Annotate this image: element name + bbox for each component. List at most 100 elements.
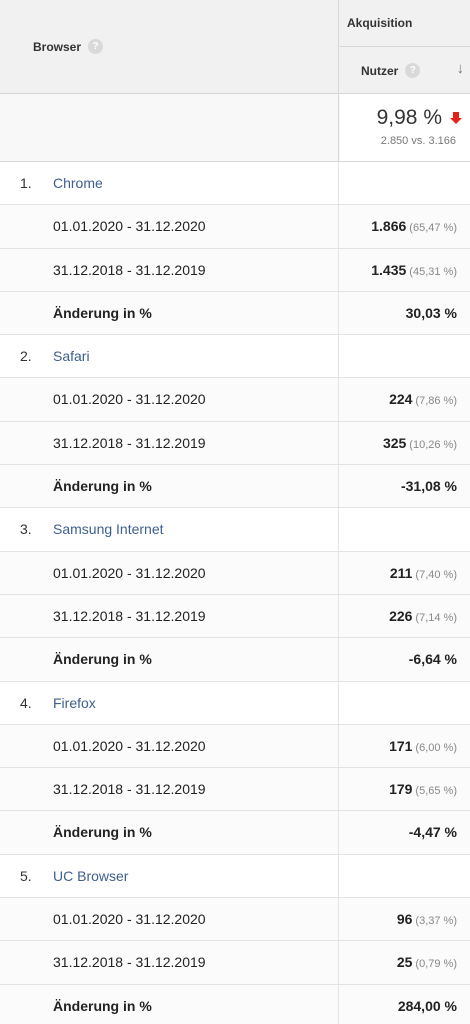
browser-column-header[interactable]: Browser ? [0,0,339,93]
users-count: 325 [382,434,407,451]
users-value-cell: 1.866 (65,47 %) [340,205,470,247]
period-label: 31.12.2018 - 31.12.2019 [53,954,206,971]
browser-name-cell: 4. Firefox [0,681,339,724]
users-value: 1.866 (65,47 %) [371,218,457,234]
users-share: (0,79 %) [415,958,457,971]
acquisition-column-group: Akquisition Nutzer ? ↓ [340,0,470,93]
browser-link[interactable]: Chrome [53,175,103,191]
period-label: 31.12.2018 - 31.12.2019 [53,434,206,451]
users-value-cell: 179 (5,65 %) [340,768,470,810]
users-count: 1.866 [371,218,407,235]
users-share: (7,40 %) [415,568,457,581]
browser-link[interactable]: UC Browser [53,867,129,884]
acquisition-group-label: Akquisition [340,0,470,47]
browser-header-label[interactable]: Browser [33,39,82,54]
users-value-cell: 25 (0,79 %) [340,941,470,983]
browser-name-cell: 3. Samsung Internet [0,508,339,551]
change-label: Änderung in % [53,478,152,495]
row-index: 2. [20,348,32,365]
empty-value-cell [340,162,470,204]
empty-value-cell [340,855,470,897]
empty-value-cell [340,682,470,724]
empty-value-cell [340,335,470,377]
row-index: 4. [20,694,32,711]
browser-link[interactable]: Safari [53,348,90,365]
help-icon[interactable]: ? [88,39,104,54]
total-value-cell: 9,98 % 2.850 vs. 3.166 [340,94,470,161]
users-value-cell: 171 (6,00 %) [340,725,470,767]
users-value: 171 (6,00 %) [389,738,457,754]
users-share: (6,00 %) [415,741,457,754]
users-count: 96 [396,911,413,928]
browser-header-label-wrap: Browser ? [33,39,104,54]
users-column-header[interactable]: Nutzer ? [340,48,470,93]
browser-link[interactable]: Samsung Internet [53,521,164,538]
row-index: 5. [20,867,32,884]
change-cell: Änderung in % [0,638,339,681]
change-label: Änderung in % [53,304,152,321]
users-value: 226 (7,14 %) [389,608,457,624]
period-label: 01.01.2020 - 31.12.2020 [53,911,206,928]
users-share: (45,31 %) [409,265,457,278]
users-count: 224 [389,391,413,408]
arrow-down-icon[interactable]: ↓ [456,60,465,77]
change-cell: Änderung in % [0,291,339,335]
users-value: 1.435 (45,31 %) [371,262,457,278]
period-label: 01.01.2020 - 31.12.2020 [53,218,206,235]
period-cell: 01.01.2020 - 31.12.2020 [0,898,339,941]
change-value: -6,64 % [408,651,457,668]
period-cell: 01.01.2020 - 31.12.2020 [0,205,339,248]
users-header-label[interactable]: Nutzer [361,63,399,78]
change-value: -31,08 % [400,478,457,495]
change-value: -4,47 % [408,824,457,841]
users-value-cell: 96 (3,37 %) [340,898,470,940]
period-label: 01.01.2020 - 31.12.2020 [53,737,206,754]
users-count: 1.435 [371,261,407,278]
users-count: 25 [396,954,413,971]
change-label: Änderung in % [53,997,152,1014]
period-cell: 01.01.2020 - 31.12.2020 [0,378,339,421]
period-cell: 31.12.2018 - 31.12.2019 [0,421,339,465]
total-label-cell [0,94,339,161]
period-label: 01.01.2020 - 31.12.2020 [53,564,206,581]
browser-link[interactable]: Firefox [53,694,96,711]
period-label: 31.12.2018 - 31.12.2019 [53,781,206,798]
period-cell: 01.01.2020 - 31.12.2020 [0,551,339,594]
total-row: 9,98 % 2.850 vs. 3.166 [0,94,470,162]
help-icon[interactable]: ? [405,63,421,78]
users-value: 25 (0,79 %) [397,954,457,970]
users-count: 179 [389,781,413,798]
users-share: (7,14 %) [415,611,457,624]
users-share: (10,26 %) [409,438,457,451]
users-value-cell: 226 (7,14 %) [340,595,470,637]
table-header: Browser ? Akquisition Nutzer ? ↓ [0,0,470,94]
users-value-cell: 224 (7,86 %) [340,378,470,420]
users-share: (5,65 %) [415,785,457,798]
change-value-cell: 30,03 % [340,292,470,334]
change-label: Änderung in % [53,824,152,841]
change-value: 30,03 % [405,304,457,321]
users-count: 171 [389,737,413,754]
total-comparison: 2.850 vs. 3.166 [380,135,456,147]
period-cell: 01.01.2020 - 31.12.2020 [0,724,339,768]
change-value-cell: -31,08 % [340,465,470,507]
period-cell: 31.12.2018 - 31.12.2019 [0,768,339,811]
users-value: 179 (5,65 %) [389,781,457,797]
change-cell: Änderung in % [0,984,339,1024]
change-label: Änderung in % [53,651,152,668]
period-cell: 31.12.2018 - 31.12.2019 [0,248,339,291]
row-index: 1. [20,175,32,191]
period-cell: 31.12.2018 - 31.12.2019 [0,941,339,984]
period-label: 31.12.2018 - 31.12.2019 [53,261,206,278]
change-cell: Änderung in % [0,811,339,854]
table-body: 1. Chrome 01.01.2020 - 31.12.2020 1.866(… [0,162,470,1024]
users-share: (7,86 %) [415,395,457,408]
period-cell: 31.12.2018 - 31.12.2019 [0,594,339,638]
change-value-cell: -4,47 % [340,811,470,853]
users-value: 325 (10,26 %) [383,435,457,451]
users-value: 224 (7,86 %) [389,391,457,407]
users-value: 96 (3,37 %) [397,911,457,927]
change-cell: Änderung in % [0,465,339,508]
period-label: 31.12.2018 - 31.12.2019 [53,607,206,624]
users-value: 211 (7,40 %) [390,565,457,581]
